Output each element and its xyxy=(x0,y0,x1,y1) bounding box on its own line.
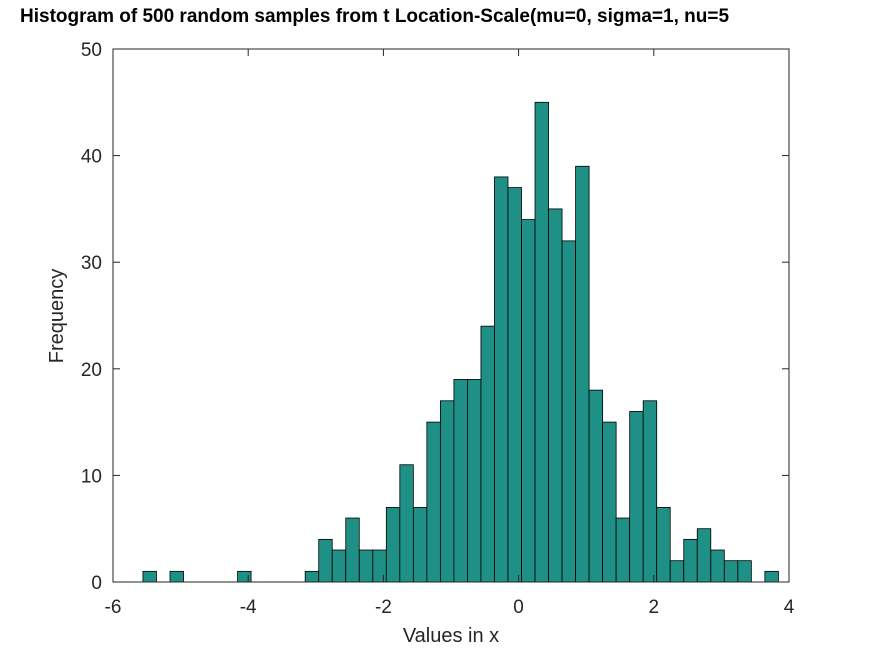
histogram-bar xyxy=(723,560,739,583)
histogram-bar xyxy=(345,517,360,583)
histogram-bar xyxy=(629,411,644,583)
y-tick-label: 20 xyxy=(81,360,102,381)
histogram-bar xyxy=(358,549,374,583)
histogram-bar xyxy=(656,506,671,583)
histogram-bar xyxy=(561,240,576,583)
histogram-bar xyxy=(426,421,441,583)
x-tick-label: -6 xyxy=(105,597,122,618)
y-tick-label: 40 xyxy=(81,147,102,168)
histogram-bar xyxy=(453,379,468,583)
histogram-bar xyxy=(372,549,387,583)
histogram-bar xyxy=(737,560,752,583)
y-axis-label: Frequency xyxy=(46,269,68,364)
x-tick-label: -2 xyxy=(375,597,392,618)
histogram-bar xyxy=(575,165,590,583)
histogram-bar xyxy=(615,517,631,583)
histogram-bar xyxy=(521,219,536,583)
histogram-bar xyxy=(385,506,401,583)
histogram-bar xyxy=(642,400,658,583)
y-tick-label: 50 xyxy=(81,40,102,61)
x-tick-label: -4 xyxy=(240,597,257,618)
chart-title: Histogram of 500 random samples from t L… xyxy=(20,6,729,27)
histogram-bar xyxy=(439,400,455,583)
x-tick-label: 4 xyxy=(784,597,795,618)
histogram-bar xyxy=(237,570,252,583)
histogram-bar xyxy=(669,560,685,583)
histogram-bar xyxy=(696,528,712,583)
histogram-bar xyxy=(764,570,779,583)
y-tick-label: 0 xyxy=(91,573,102,594)
histogram-bar xyxy=(588,389,604,583)
histogram-bar xyxy=(399,464,414,583)
histogram-bar xyxy=(534,101,549,583)
y-axis-ticks: 0 10 20 30 40 50 xyxy=(81,40,789,594)
histogram-bar xyxy=(142,570,157,583)
y-tick-label: 30 xyxy=(81,253,102,274)
y-tick-label: 10 xyxy=(81,466,102,487)
histogram-bar xyxy=(480,325,495,583)
histogram-bar xyxy=(304,570,320,583)
histogram-bar xyxy=(602,421,617,583)
histogram-bar xyxy=(331,549,347,583)
histogram-bar xyxy=(467,379,482,583)
histogram-bar xyxy=(683,538,698,583)
histogram-bars xyxy=(142,101,779,583)
histogram-bar xyxy=(548,208,563,583)
histogram-bar xyxy=(169,570,184,583)
histogram-bar xyxy=(710,549,725,583)
histogram-bar xyxy=(507,187,522,583)
x-tick-label: 0 xyxy=(513,597,524,618)
histogram-bar xyxy=(412,506,428,583)
histogram-bar xyxy=(318,538,333,583)
x-axis-label: Values in x xyxy=(403,625,499,647)
histogram-bar xyxy=(494,176,509,583)
plot-frame xyxy=(112,48,790,583)
x-tick-label: 2 xyxy=(649,597,660,618)
x-axis-ticks: -6 -4 -2 0 2 4 xyxy=(105,49,795,618)
